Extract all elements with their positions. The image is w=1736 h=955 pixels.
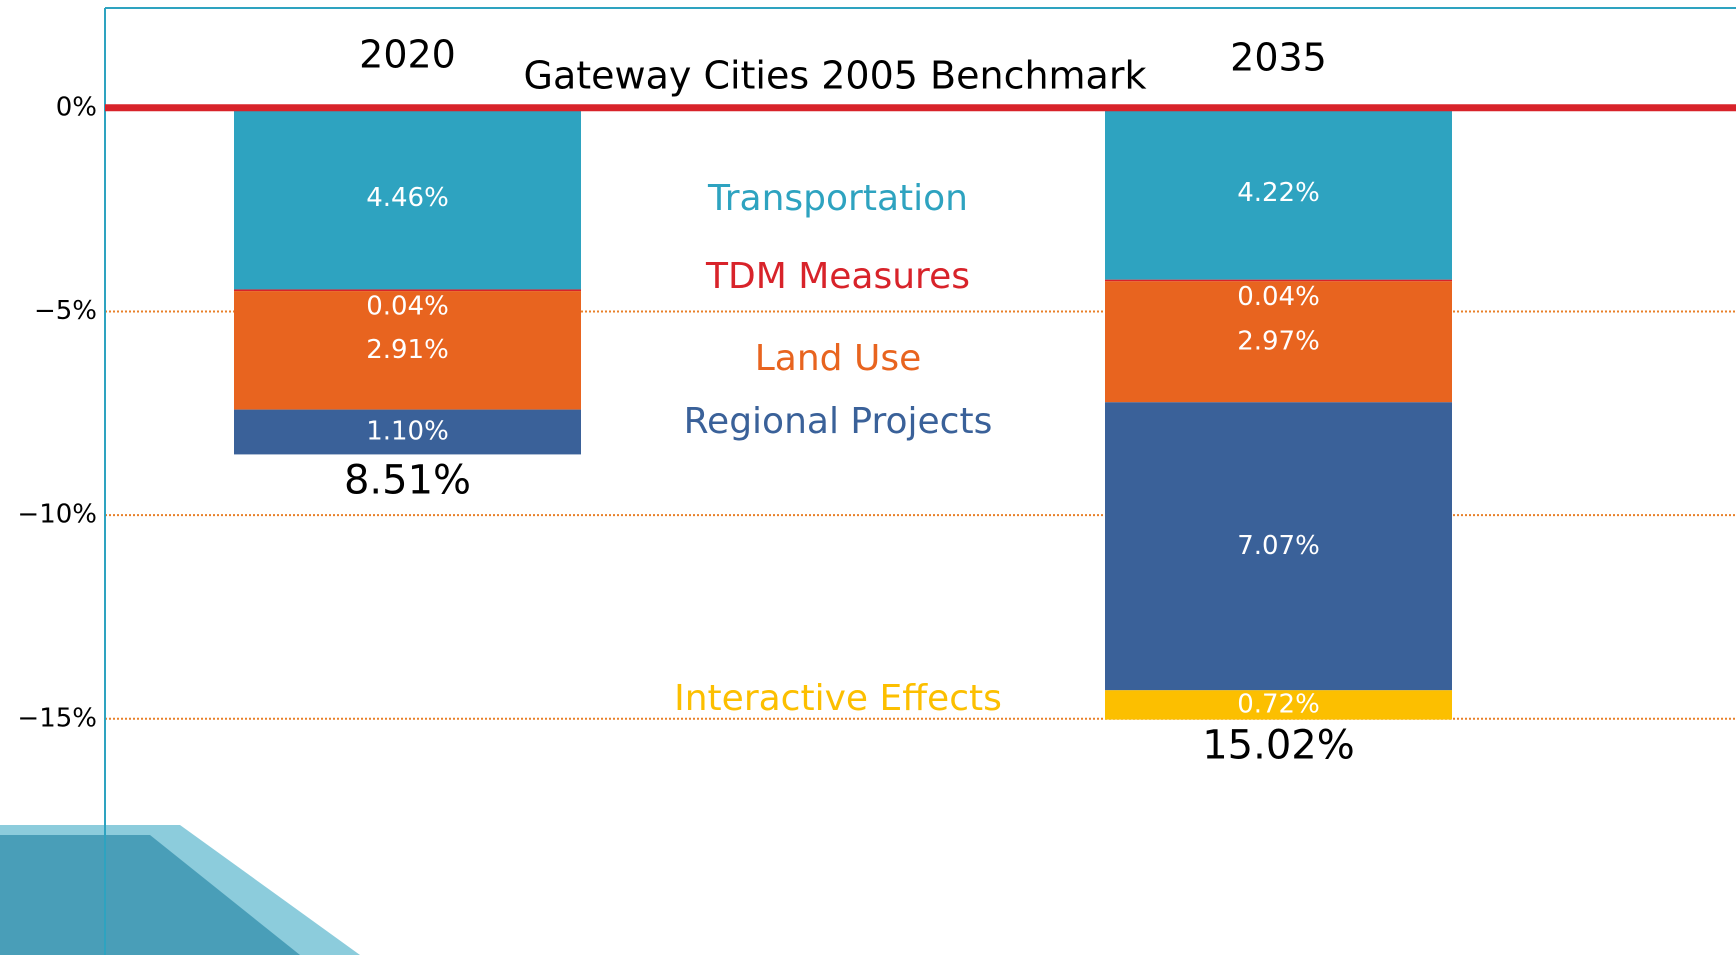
bar-segment — [234, 409, 581, 455]
bar-segment — [1105, 690, 1452, 720]
data-label: 2.91% — [366, 335, 449, 365]
bar-segment — [1105, 281, 1452, 403]
bar-segment — [1105, 107, 1452, 280]
y-tick-label: −15% — [17, 703, 97, 733]
legend-entry: TDM Measures — [705, 256, 970, 297]
y-tick-label: −5% — [34, 296, 97, 326]
data-label: 0.04% — [366, 292, 449, 322]
total-label: 8.51% — [344, 457, 471, 503]
bar-segment — [1105, 402, 1452, 691]
data-label: 4.22% — [1237, 178, 1320, 208]
decoration — [0, 835, 300, 955]
data-label: 1.10% — [366, 417, 449, 447]
bar-segment — [1105, 279, 1452, 282]
data-label: 0.04% — [1237, 282, 1320, 312]
x-tick-label: 2035 — [1230, 36, 1327, 80]
legend-entry: Regional Projects — [684, 401, 993, 442]
data-label: 2.97% — [1237, 326, 1320, 356]
chart-title: Gateway Cities 2005 Benchmark — [524, 54, 1147, 98]
y-tick-label: 0% — [56, 92, 97, 122]
legend-entry: Land Use — [755, 338, 921, 379]
data-label: 4.46% — [366, 183, 449, 213]
bar-segment — [234, 291, 581, 410]
total-label: 15.02% — [1202, 723, 1355, 769]
legend-entry: Transportation — [707, 178, 968, 219]
y-tick-label: −10% — [17, 500, 97, 530]
legend-entry: Interactive Effects — [674, 678, 1002, 719]
bar-segment — [234, 289, 581, 292]
data-label: 0.72% — [1237, 689, 1320, 719]
data-label: 7.07% — [1237, 531, 1320, 561]
bar-segment — [234, 107, 581, 290]
x-tick-label: 2020 — [359, 33, 456, 77]
